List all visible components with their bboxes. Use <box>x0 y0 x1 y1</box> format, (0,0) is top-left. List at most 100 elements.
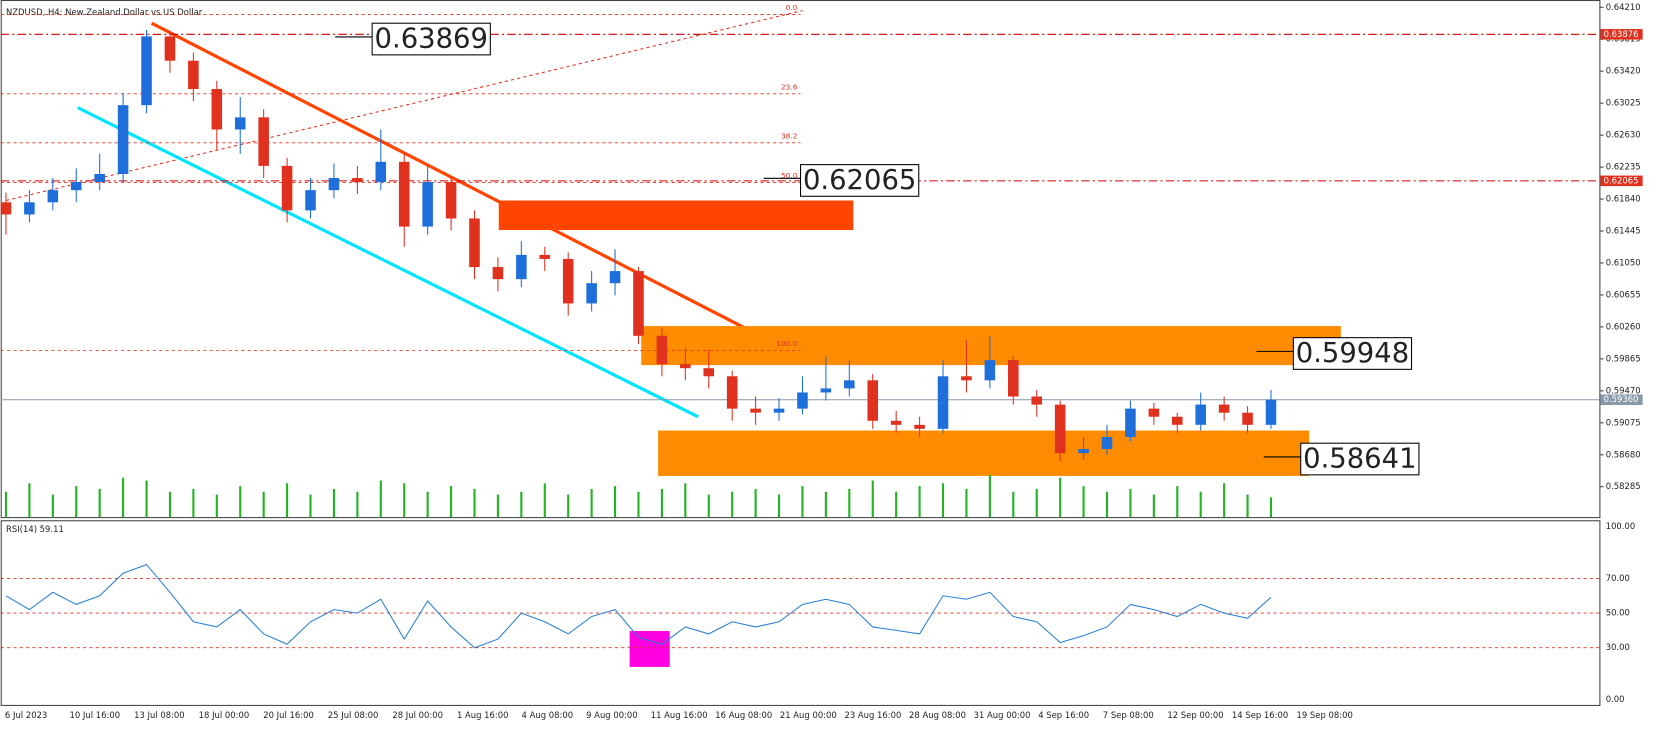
y-tick-label: 0.63025 <box>1606 98 1641 108</box>
candle-body <box>1172 416 1183 425</box>
candle-body <box>539 254 551 259</box>
main-frame <box>0 0 1601 519</box>
candle-body <box>937 376 949 429</box>
candle-body <box>726 376 738 409</box>
candle-body <box>984 360 996 381</box>
y-tick-label: 0.61840 <box>1606 194 1641 204</box>
volume-bar <box>707 494 710 518</box>
x-tick-label: 4 Sep 16:00 <box>1038 710 1089 720</box>
candle-body <box>961 376 972 381</box>
volume-bar <box>1176 486 1179 518</box>
rsi-tick-label: 50.00 <box>1606 608 1630 618</box>
x-tick-label: 20 Jul 16:00 <box>263 710 314 720</box>
candle-body <box>234 117 246 130</box>
callout-box <box>1292 337 1413 370</box>
fib-label: 50.0 <box>781 171 798 180</box>
candle-body <box>867 380 879 421</box>
candle-body <box>516 254 527 280</box>
price-tag <box>1600 29 1643 40</box>
volume-bar <box>356 491 359 518</box>
volume-bar <box>332 488 335 518</box>
rsi-highlight <box>629 631 670 667</box>
candle-body <box>305 190 316 211</box>
volume-bar <box>1223 483 1226 518</box>
volume-bar <box>988 474 991 518</box>
candle-body <box>703 368 715 377</box>
volume-bar <box>965 488 968 518</box>
price-tag <box>1600 175 1643 187</box>
y-tick-label: 0.59470 <box>1606 385 1641 395</box>
y-tick-label: 0.58680 <box>1606 449 1641 459</box>
volume-bar <box>4 491 8 518</box>
volume-bar <box>613 486 617 518</box>
current-price-tag <box>1600 394 1643 406</box>
candle-body <box>1008 360 1019 397</box>
y-tick-label: 0.60655 <box>1606 289 1641 299</box>
fib-label: 0.0 <box>786 3 798 12</box>
volume-bar <box>941 483 945 518</box>
candle-body <box>188 60 199 90</box>
rsi-tick-label: 30.00 <box>1606 642 1630 652</box>
y-tick-label: 0.60260 <box>1606 321 1641 331</box>
y-tick-label: 0.59075 <box>1606 417 1641 427</box>
candle-body <box>375 161 387 183</box>
fib-label: 100.0 <box>776 339 797 348</box>
candle-body <box>773 408 785 413</box>
volume-bar <box>262 491 265 518</box>
callout-label: 0.58641 <box>1303 444 1416 475</box>
volume-bar <box>1152 494 1155 518</box>
support-zone <box>658 430 1310 476</box>
x-tick-label: 4 Aug 08:00 <box>522 710 574 720</box>
candle-body <box>750 408 761 413</box>
volume-bar <box>215 494 218 518</box>
x-tick-label: 16 Aug 08:00 <box>715 710 772 720</box>
volume-bar <box>168 491 172 518</box>
candle-body <box>117 105 129 174</box>
callout-box <box>1300 442 1420 476</box>
overlays <box>5 10 1341 667</box>
candle-body <box>656 335 668 365</box>
candle-body <box>328 178 340 191</box>
candle-body <box>820 388 832 393</box>
volume-bar <box>1012 491 1015 518</box>
x-tick-label: 10 Jul 16:00 <box>69 710 120 720</box>
candle-body <box>797 392 808 409</box>
candle-body <box>1054 404 1066 454</box>
volume-bar <box>28 483 31 518</box>
y-tick-label: 0.64210 <box>1606 2 1641 12</box>
candle-body <box>398 161 410 227</box>
candle-body <box>469 218 480 268</box>
candle-body <box>1265 399 1277 425</box>
volume-bar <box>1129 488 1132 518</box>
candle-body <box>94 173 105 183</box>
candle-body <box>890 420 902 425</box>
candle-body <box>47 190 59 203</box>
candle-body <box>141 36 152 106</box>
volume-bar <box>122 477 125 518</box>
candle-body <box>1218 404 1230 413</box>
candle-body <box>1078 449 1089 454</box>
y-tick-label: 0.61445 <box>1606 226 1641 236</box>
y-tick-label: 0.59865 <box>1606 353 1641 363</box>
volume-bar <box>824 491 827 518</box>
y-tick-label: 0.61050 <box>1606 257 1641 267</box>
candle-body <box>914 424 925 429</box>
callout-label: 0.62065 <box>803 165 916 196</box>
rsi-tick-label: 0.00 <box>1606 694 1625 704</box>
volume-bar <box>660 488 663 518</box>
candle-body <box>633 271 644 336</box>
x-tick-label: 19 Sep 08:00 <box>1297 710 1353 720</box>
candle-body <box>562 258 574 304</box>
candle-body <box>1148 408 1160 417</box>
candle-body <box>164 36 176 61</box>
x-tick-label: 21 Aug 00:00 <box>780 710 837 720</box>
volume-bar <box>1082 486 1085 518</box>
x-tick-label: 13 Jul 08:00 <box>134 710 185 720</box>
callout-label: 0.63869 <box>375 24 488 55</box>
volume-bar <box>75 486 78 518</box>
candle-body <box>422 182 433 227</box>
resistance-trendline <box>150 21 769 342</box>
volume-bar <box>754 488 757 518</box>
